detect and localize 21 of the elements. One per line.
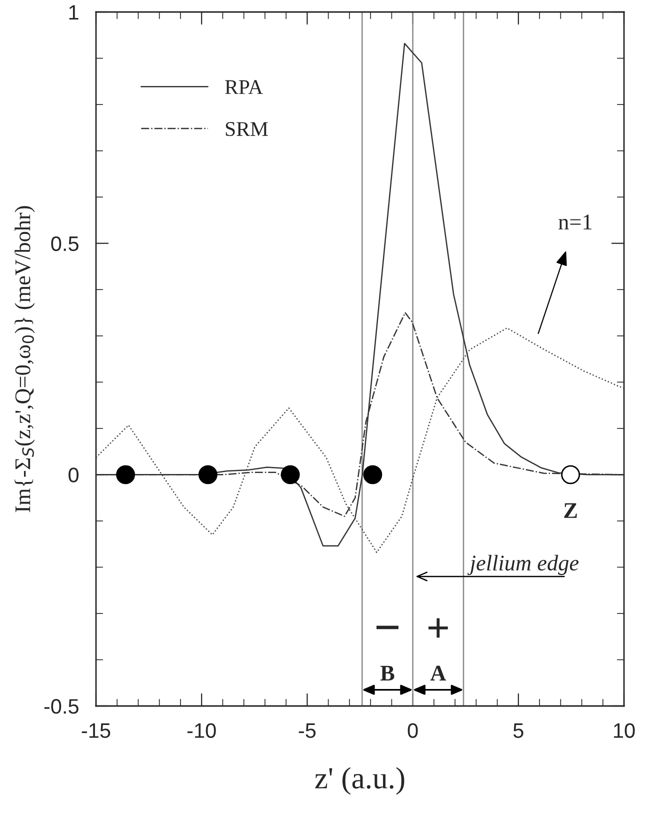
x-tick-label: 0	[408, 723, 418, 738]
y-tick-label: 0.5	[51, 236, 78, 252]
annotation: jellium edge	[467, 554, 579, 576]
x-tick-label: -10	[187, 723, 216, 738]
annotation: Z	[564, 503, 577, 518]
x-tick-label: 5	[513, 723, 524, 738]
annotation: +	[428, 618, 448, 638]
y-tick-label: -0.5	[44, 699, 78, 714]
legend-label: RPA	[225, 80, 263, 94]
y-axis-title: Im{-Σ$_{S}$(z,z',Q=0,ω$_{0}$)} (meV/bohr)	[14, 206, 35, 512]
legend-label: SRM	[226, 122, 268, 136]
x-tick-label: -15	[82, 723, 110, 738]
annotation: A	[430, 666, 446, 680]
annotation: B	[380, 666, 394, 681]
annotation: −	[376, 626, 398, 630]
annotation: n=1	[558, 214, 592, 230]
x-axis-title: z' (a.u.)	[315, 767, 404, 795]
y-tick-label: 1	[69, 5, 78, 20]
x-tick-label: -5	[298, 723, 316, 738]
y-tick-label: 0	[68, 468, 79, 482]
x-tick-label: 10	[614, 723, 635, 738]
